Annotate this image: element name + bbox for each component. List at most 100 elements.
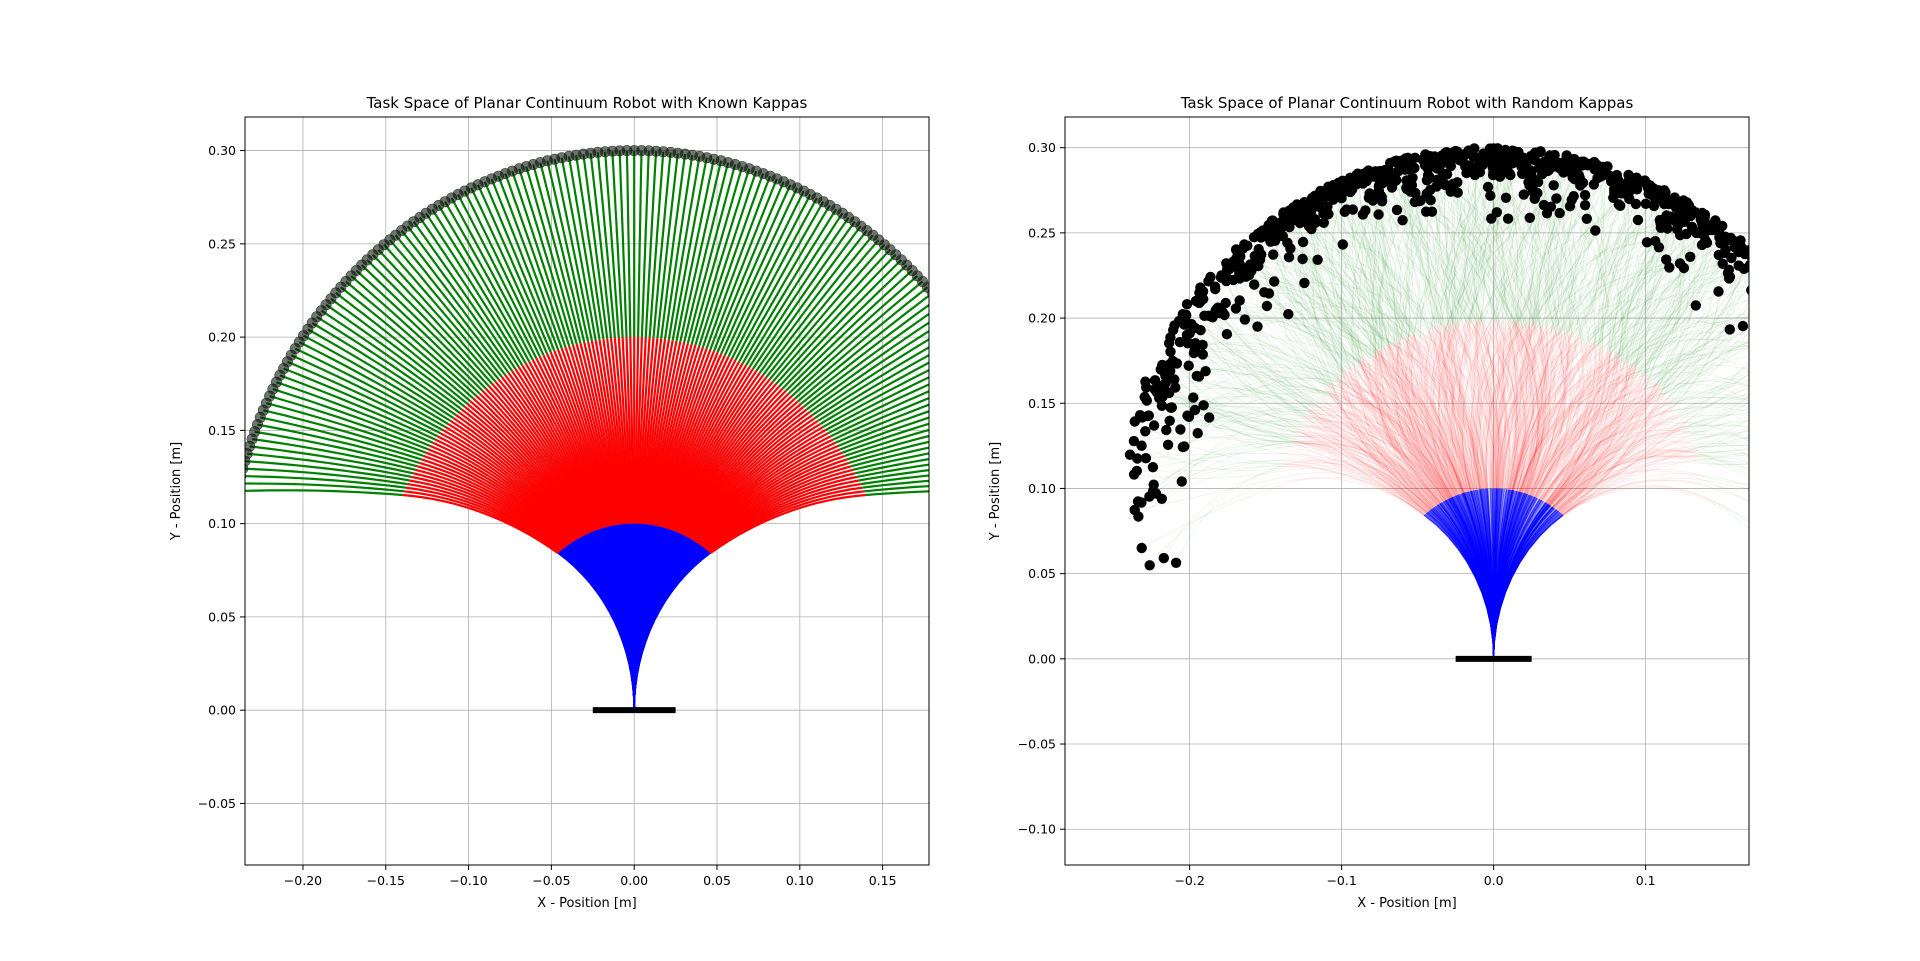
segment-3-arc [1686,451,1749,477]
segment-3-arc [1305,214,1390,354]
segment-2-arc [1389,342,1453,498]
segment-2-arc [1402,338,1471,492]
segment-3-arc [1662,266,1749,390]
endpoint-marker [1759,314,1769,324]
segment-2-arc [1500,327,1549,489]
segment-1-arc [1451,497,1495,659]
segment-2-arc [1437,331,1458,496]
segment-2-arc [1432,326,1469,492]
segment-1-arc [1439,503,1495,659]
segment-2-arc [1507,319,1518,490]
segment-3-arc [1454,169,1501,332]
segment-3-arc [1191,323,1332,387]
segment-3-arc [1547,168,1601,328]
endpoint-marker [1136,440,1147,451]
segment-3-arc [1610,313,1749,359]
segment-1-arc [1490,488,1495,659]
endpoint-marker [1579,200,1591,211]
segment-2-arc [1531,332,1569,497]
segment-1-arc [1481,489,1495,659]
segment-2-arc [1559,366,1628,513]
segment-2-arc [1411,334,1472,492]
endpoint-marker [1773,337,1783,347]
segment-1-arc [1433,507,1495,659]
segment-1-arc [1493,496,1535,659]
segment-2-arc [1440,324,1481,490]
segment-1-arc [1456,495,1495,659]
segment-2-arc [1294,441,1432,510]
segment-2-arc [1422,338,1489,489]
segment-3-arc [1327,187,1379,349]
segment-3-arc [1431,168,1477,332]
endpoint-marker [1641,237,1653,248]
segment-2-arc [1346,369,1441,504]
segment-2-arc [1411,337,1478,490]
segment-3-arc [1700,429,1749,448]
segment-2-arc [1517,323,1534,492]
segment-2-arc [1496,328,1546,489]
segment-2-arc [1545,354,1619,504]
segment-3-arc [1134,421,1282,465]
segment-3-arc [245,460,410,482]
segment-3-arc [1388,169,1455,324]
segment-2-arc [1309,435,1445,502]
segment-2-arc [1457,321,1478,490]
segment-1-arc [1468,491,1495,659]
segment-3-arc [1635,212,1703,367]
segment-2-arc [409,479,563,552]
segment-2-arc [1443,325,1486,489]
segment-2-arc [1552,384,1660,508]
segment-2-arc [1560,366,1628,514]
segment-2-arc [1443,329,1463,495]
segment-3-arc [1655,316,1749,385]
segment-2-arc [1548,371,1645,505]
segment-1-arc [1423,514,1495,659]
segment-3-arc [1270,225,1339,379]
endpoint-marker [1748,254,1749,257]
segment-2-arc [660,356,730,528]
segment-1-arc [1493,488,1499,659]
endpoint-marker [951,318,961,328]
segment-3-arc [1188,365,1339,396]
segment-2-arc [638,337,655,524]
segment-2-arc [1388,342,1453,498]
segment-2-arc [1526,350,1610,495]
segment-2-arc [1541,350,1613,501]
segment-2-arc [686,411,811,538]
segment-3-arc [1140,414,1291,440]
segment-1-arc [1493,488,1502,659]
segment-3-arc [1141,445,1291,472]
endpoint-marker [1824,450,1834,460]
segment-2-arc [1338,386,1453,498]
segment-1-arc [1472,490,1495,659]
segment-1-arc [1493,488,1497,659]
segment-3-arc [1623,347,1749,378]
segment-2-arc [1494,319,1515,489]
segment-3-arc [690,166,744,345]
segment-1-arc [1493,499,1542,659]
segment-1-arc [1493,514,1564,659]
segment-3-arc [457,193,541,358]
segment-1-arc [1493,496,1536,659]
segment-2-arc [661,357,734,528]
segment-1-arc [1493,504,1551,659]
segment-3-arc [1532,161,1583,322]
segment-3-arc [1620,353,1749,371]
segment-1-arc [1458,494,1495,659]
segment-3-arc [1427,217,1530,336]
segment-3-arc [1635,239,1724,374]
endpoint-marker [1737,320,1749,332]
segment-2-arc [1533,396,1653,497]
segment-3-arc [1389,162,1436,326]
segment-1-arc [1443,501,1495,659]
segment-2-arc [1504,319,1519,490]
segment-3-arc [1681,401,1749,431]
segment-2-arc [1517,323,1531,492]
segment-2-arc [1551,426,1685,508]
segment-2-arc [1351,387,1465,493]
segment-1-arc [1471,490,1495,659]
segment-3-arc [1270,226,1331,385]
segment-3-arc [1523,189,1615,328]
segment-2-arc [478,392,589,535]
